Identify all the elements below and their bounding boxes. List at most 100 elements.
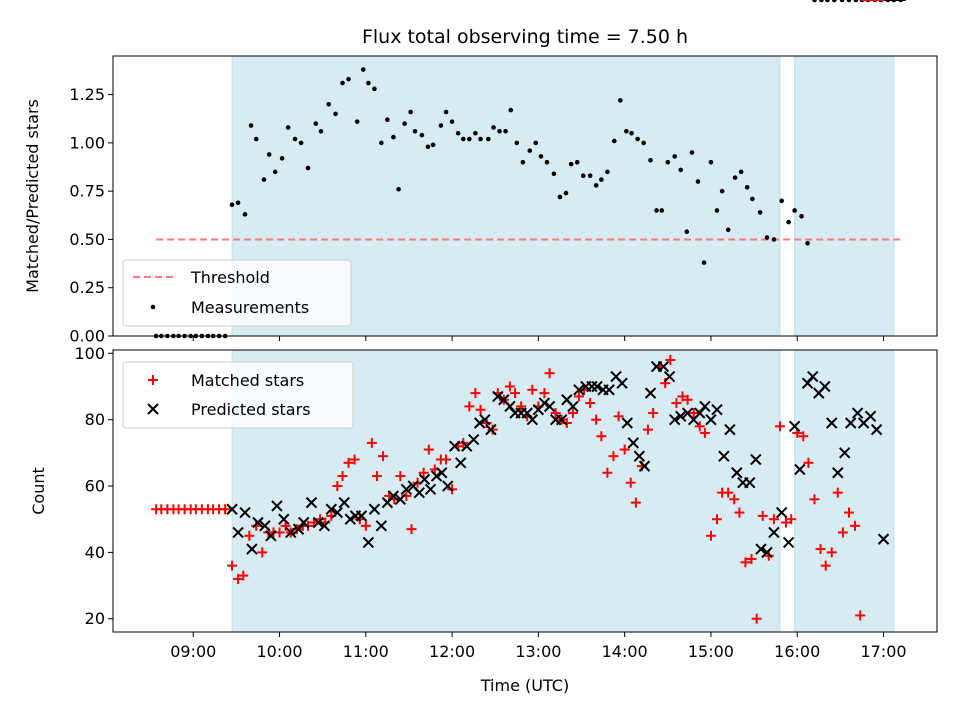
measurement-point bbox=[825, 0, 830, 3]
predicted-star-point bbox=[226, 503, 238, 515]
predicted-star-point bbox=[633, 450, 646, 462]
predicted-star-point bbox=[657, 360, 670, 373]
predicted-star-point bbox=[362, 536, 375, 549]
predicted-star-point bbox=[724, 423, 736, 436]
matched-star-point bbox=[602, 467, 613, 478]
predicted-star-point bbox=[832, 467, 844, 479]
measurement-point bbox=[665, 159, 671, 165]
measurement-point bbox=[599, 177, 604, 182]
measurement-point bbox=[612, 138, 617, 144]
measurement-point bbox=[514, 140, 520, 146]
predicted-star-point bbox=[375, 520, 388, 532]
measurement-point bbox=[557, 194, 563, 200]
measurement-point bbox=[292, 136, 298, 142]
measurement-point bbox=[379, 140, 384, 146]
measurement-point bbox=[360, 67, 366, 72]
count-y-axis-label: Count bbox=[29, 467, 48, 515]
measurement-point bbox=[805, 241, 810, 246]
measurement-point bbox=[305, 165, 311, 171]
matched-star-point bbox=[360, 520, 371, 531]
measurement-point bbox=[672, 154, 678, 159]
matched-star-point bbox=[665, 354, 676, 365]
time-x-tick-label: 12:00 bbox=[429, 642, 475, 661]
matched-star-point bbox=[378, 451, 389, 462]
measurement-point bbox=[326, 101, 332, 107]
matched-star-point bbox=[694, 421, 705, 432]
measurement-point bbox=[486, 136, 491, 142]
ratio-y-tick-label: 1.25 bbox=[69, 85, 105, 104]
observing-window-1 bbox=[794, 349, 895, 633]
measurement-point bbox=[340, 80, 345, 86]
matched-star-point bbox=[677, 391, 688, 402]
matched-star-point bbox=[337, 471, 348, 482]
predicted-star-point bbox=[826, 417, 838, 429]
legend-measurements-swatch bbox=[150, 304, 156, 310]
predicted-star-point bbox=[731, 467, 743, 479]
measurement-point bbox=[678, 167, 684, 173]
matched-star-point bbox=[470, 388, 481, 399]
matched-star-point bbox=[487, 424, 498, 435]
matched-star-point bbox=[527, 384, 538, 395]
measurement-point bbox=[757, 210, 763, 215]
measurement-point bbox=[771, 237, 777, 242]
predicted-star-point bbox=[782, 536, 795, 549]
matched-star-point bbox=[372, 471, 383, 482]
predicted-star-point bbox=[448, 440, 461, 452]
measurement-point bbox=[648, 157, 653, 163]
matched-star-point bbox=[464, 401, 475, 412]
predicted-star-point bbox=[455, 457, 467, 469]
measurement-point bbox=[839, 0, 845, 3]
predicted-star-point bbox=[788, 420, 801, 433]
predicted-star-point bbox=[325, 503, 338, 515]
measurement-point bbox=[272, 169, 278, 175]
matched-star-point bbox=[504, 381, 515, 392]
measurement-point bbox=[792, 208, 797, 213]
measurement-point bbox=[385, 117, 390, 123]
matched-star-point bbox=[585, 398, 596, 409]
matched-star-point bbox=[803, 457, 814, 468]
matched-star-point bbox=[820, 560, 831, 571]
count-y-tick-label: 40 bbox=[85, 543, 105, 562]
predicted-star-point bbox=[668, 413, 681, 426]
matched-star-point bbox=[855, 610, 866, 621]
predicted-star-point bbox=[755, 543, 767, 555]
measurement-point bbox=[412, 129, 418, 134]
count-y-tick-label: 80 bbox=[85, 410, 105, 429]
predicted-star-point bbox=[768, 526, 780, 539]
measurement-point bbox=[605, 169, 610, 175]
matched-star-point bbox=[280, 520, 291, 531]
matched-star-point bbox=[688, 408, 699, 419]
predicted-star-point bbox=[877, 533, 890, 545]
matched-star-point bbox=[746, 554, 757, 565]
measurement-point bbox=[449, 119, 455, 124]
measurement-point bbox=[346, 76, 351, 82]
measurement-point bbox=[396, 186, 401, 192]
measurement-point bbox=[313, 121, 319, 126]
predicted-star-point bbox=[232, 526, 244, 539]
predicted-star-point bbox=[521, 407, 533, 419]
matched-star-point bbox=[349, 454, 360, 465]
measurement-point bbox=[764, 235, 770, 240]
matched-star-point bbox=[251, 520, 262, 531]
predicted-star-point bbox=[870, 423, 883, 436]
matched-star-point bbox=[711, 514, 722, 525]
measurement-point bbox=[229, 202, 235, 207]
predicted-star-point bbox=[711, 404, 723, 416]
measurement-point bbox=[744, 185, 750, 190]
predicted-star-point bbox=[355, 510, 368, 522]
measurement-point bbox=[261, 177, 267, 182]
measurement-point bbox=[408, 109, 413, 115]
matched-star-point bbox=[682, 394, 693, 405]
measurement-point bbox=[419, 132, 425, 138]
legend-predicted-marker bbox=[147, 403, 159, 415]
measurement-point bbox=[799, 213, 804, 219]
matched-star-point bbox=[544, 368, 555, 379]
measurement-point bbox=[689, 150, 695, 155]
matched-star-point bbox=[757, 510, 768, 521]
time-x-tick-label: 15:00 bbox=[688, 642, 734, 661]
matched-star-point bbox=[332, 481, 343, 492]
time-x-tick-label: 10:00 bbox=[256, 642, 302, 661]
count-y-tick-label: 100 bbox=[74, 344, 105, 363]
measurement-point bbox=[568, 161, 574, 167]
matched-star-point bbox=[227, 560, 238, 571]
